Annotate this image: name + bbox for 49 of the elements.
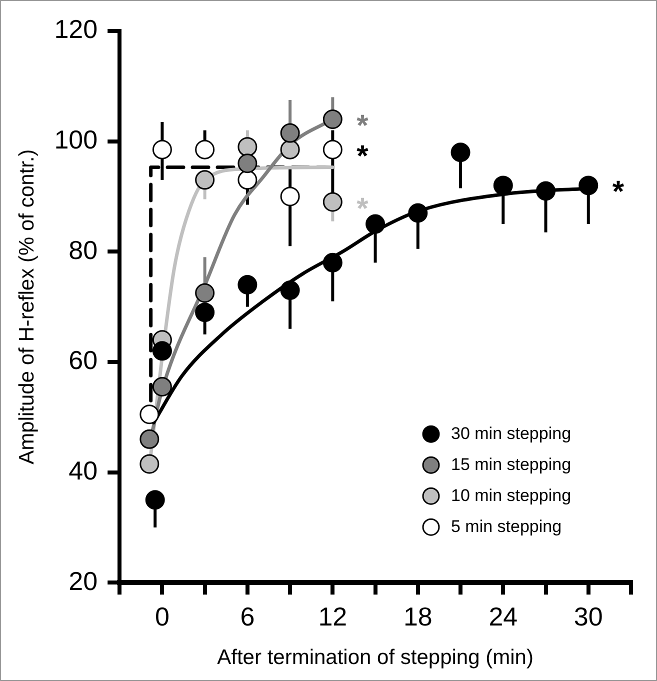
- y-tick-label: 100: [54, 124, 98, 154]
- point: [152, 377, 172, 397]
- point: [578, 176, 598, 196]
- y-tick-label: 60: [68, 345, 98, 376]
- point: [195, 283, 215, 303]
- point: [280, 186, 300, 206]
- legend-label: 15 min stepping: [451, 454, 572, 474]
- point: [140, 429, 160, 449]
- x-tick-label: 24: [488, 601, 518, 632]
- point: [152, 341, 172, 361]
- point: [140, 454, 160, 474]
- point: [195, 170, 215, 190]
- point: [493, 176, 513, 196]
- x-tick-label: 6: [240, 601, 255, 632]
- y-tick-label: 20: [68, 566, 98, 596]
- y-tick-label: 120: [54, 14, 98, 44]
- point: [238, 154, 258, 174]
- y-axis-title: Amplitude of H-reflex (% of contr.): [15, 149, 38, 464]
- point: [536, 181, 556, 201]
- point: [152, 140, 172, 160]
- x-axis-title: After termination of stepping (min): [217, 646, 534, 670]
- point: [145, 490, 165, 510]
- point: [322, 252, 342, 272]
- x-tick-label: 18: [403, 601, 432, 632]
- point: [366, 214, 386, 234]
- legend-label: 30 min stepping: [451, 424, 572, 443]
- point: [322, 192, 342, 212]
- annotation: *: [356, 192, 369, 226]
- point: [322, 140, 342, 160]
- point: [195, 302, 215, 322]
- y-tick-label: 40: [68, 455, 98, 486]
- legend-label: 10 min stepping: [451, 486, 572, 505]
- point: [238, 137, 258, 157]
- point: [450, 142, 470, 162]
- annotation: *: [612, 176, 624, 209]
- x-tick-label: 30: [574, 601, 603, 632]
- point: [322, 110, 342, 130]
- point: [140, 404, 160, 424]
- point: [280, 123, 300, 143]
- x-tick-label: 0: [154, 601, 170, 632]
- point: [280, 140, 300, 160]
- point: [280, 280, 300, 300]
- point: [195, 140, 215, 160]
- y-tick-label: 80: [68, 234, 98, 265]
- point: [238, 274, 258, 294]
- legend-label: 5 min stepping: [451, 516, 562, 536]
- point: [238, 170, 258, 190]
- x-tick-label: 12: [318, 601, 348, 632]
- point: [408, 203, 428, 223]
